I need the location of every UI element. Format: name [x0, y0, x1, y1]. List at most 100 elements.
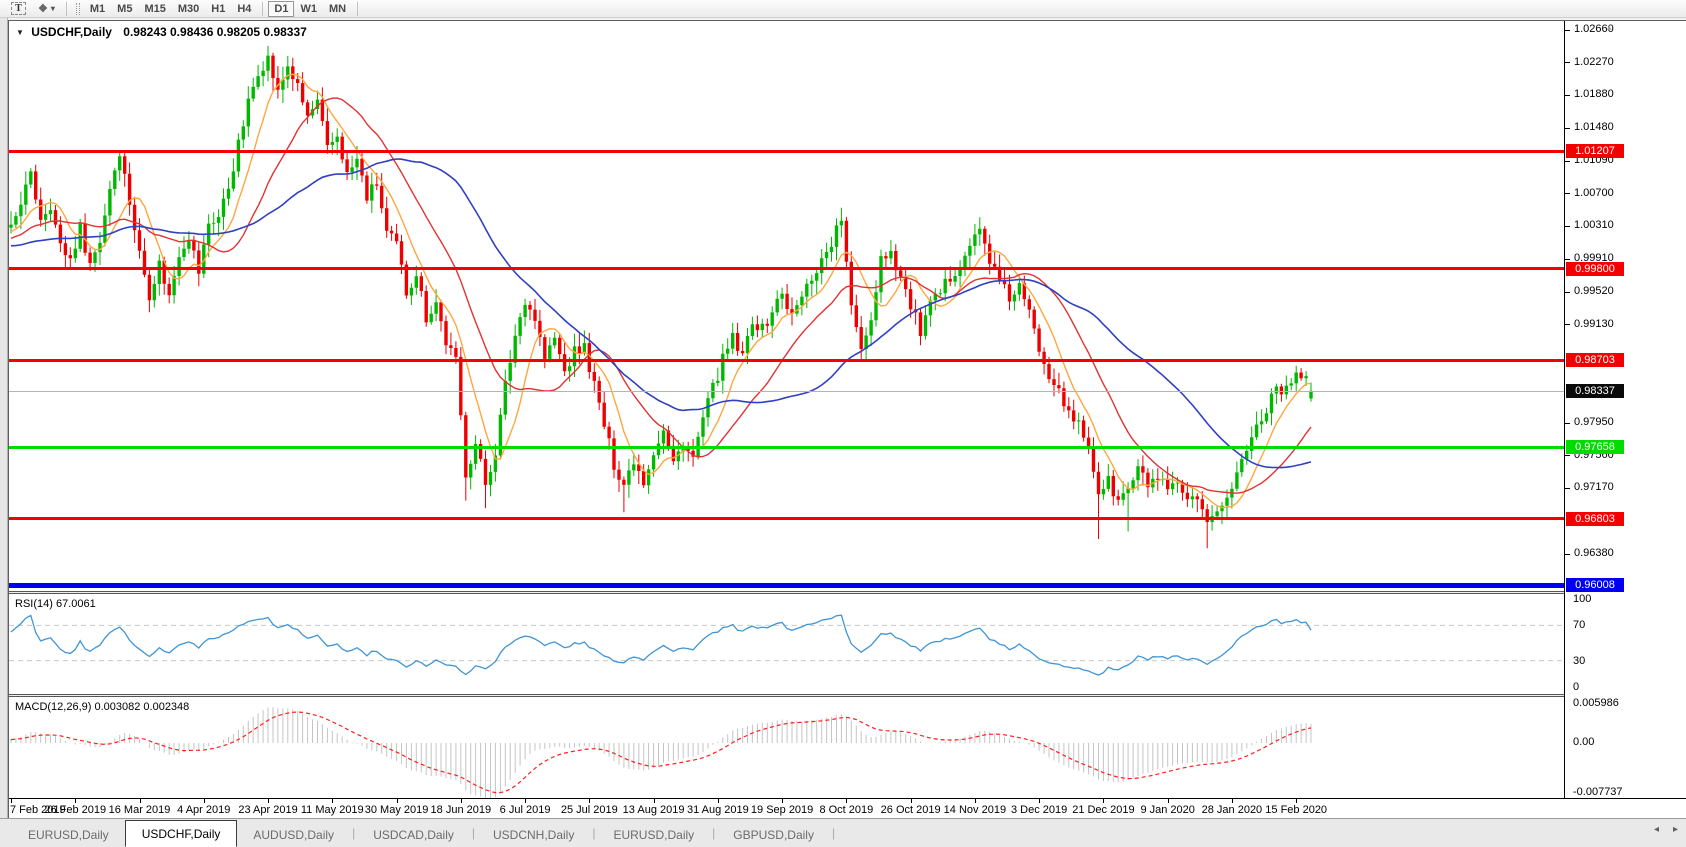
chart-tab-usdcnh-4[interactable]: USDCNH,Daily	[493, 827, 575, 842]
top-toolbar: T ❖ ▾ M1 M5 M15 M30 H1 H4 D1 W1 MN	[0, 0, 1686, 18]
date-axis[interactable]: 7 Feb 2019 26 Feb 2019 16 Mar 2019 4 Apr 20…	[9, 798, 1686, 819]
date-tick-mark	[653, 799, 655, 803]
price-tick-mark	[1565, 62, 1570, 64]
text-tool-icon: T	[11, 2, 26, 15]
date-tick-label: 23 Apr 2019	[238, 804, 298, 816]
date-tick-mark	[1231, 799, 1233, 803]
price-tick-mark	[1565, 94, 1570, 96]
ma-fast-line	[10, 73, 1312, 509]
bear-candle-wicks	[35, 52, 1302, 549]
macd-subwindow-canvas[interactable]	[9, 697, 1564, 798]
date-tick-label: 21 Dec 2019	[1072, 804, 1135, 816]
horizontal-line-object[interactable]	[9, 267, 1564, 271]
timeframe-button-h4[interactable]: H4	[231, 1, 257, 17]
date-tick-label: 7 Feb 2019	[10, 804, 66, 816]
chart-tab-eurusd-5[interactable]: EURUSD,Daily	[613, 827, 695, 842]
timeframe-button-mn[interactable]: MN	[323, 1, 352, 17]
date-tick-mark	[846, 799, 848, 803]
date-tick-label: 31 Aug 2019	[686, 804, 749, 816]
ma-slow-line	[10, 158, 1312, 469]
price-tick-label: 0.99130	[1574, 317, 1614, 330]
timeframe-button-m15[interactable]: M15	[138, 1, 171, 17]
date-tick-mark	[910, 799, 912, 803]
current-price-line	[9, 390, 1564, 392]
date-tick-mark	[1039, 799, 1041, 803]
date-tick-label: 14 Nov 2019	[943, 804, 1007, 816]
date-tick-mark	[1167, 799, 1169, 803]
price-tick-mark	[1565, 553, 1570, 555]
rsi-subwindow-canvas[interactable]	[9, 594, 1564, 694]
tab-separator: |	[352, 826, 356, 840]
tab-separator: |	[831, 826, 836, 840]
price-tick-mark	[1565, 160, 1570, 162]
rsi-axis-label: 0	[1573, 681, 1580, 693]
timeframe-button-m1[interactable]: M1	[84, 1, 111, 17]
chart-tab-eurusd-0[interactable]: EURUSD,Daily	[28, 827, 109, 842]
text-tool-button[interactable]: T	[5, 1, 32, 17]
price-tick-label: 0.99520	[1574, 285, 1614, 298]
timeframe-button-d1[interactable]: D1	[268, 0, 295, 17]
horizontal-line-object[interactable]	[9, 517, 1564, 521]
timeframe-button-h1[interactable]: H1	[205, 1, 231, 17]
date-tick-mark	[717, 799, 719, 803]
price-tick-label: 1.01480	[1574, 121, 1614, 134]
chart-tab-gbpusd-6[interactable]: GBPUSD,Daily	[733, 827, 814, 842]
price-tick-label: 1.02270	[1574, 55, 1614, 68]
horizontal-line-object[interactable]	[9, 358, 1564, 362]
macd-svg[interactable]	[9, 697, 1564, 798]
price-scale[interactable]: 1.02660 1.02270 1.01880 1.01480 1.01090 1.007…	[1564, 21, 1686, 798]
chart-tab-audusd-2[interactable]: AUDUSD,Daily	[253, 827, 335, 842]
price-tick-mark	[1565, 455, 1570, 457]
indicator-style-button[interactable]: ❖ ▾	[32, 1, 61, 17]
indicator-diamond-icon: ❖	[38, 3, 48, 15]
date-tick-label: 25 Jul 2019	[560, 804, 618, 816]
window-left-gutter	[0, 18, 8, 818]
chart-symbol-label: USDCHF,Daily	[31, 25, 112, 39]
date-tick-label: 11 May 2019	[300, 804, 364, 816]
horizontal-line-object[interactable]	[9, 582, 1564, 588]
date-tick-mark	[525, 799, 527, 803]
chart-tab-bar: EURUSD,Daily USDCHF,Daily AUDUSD,Daily | USD…	[0, 818, 1686, 847]
price-tick-label: 1.02660	[1574, 23, 1614, 35]
date-tick-mark	[460, 799, 462, 803]
hline-price-label: 0.96803	[1566, 511, 1624, 526]
rsi-line	[10, 614, 1312, 676]
chart-tab-usdcad-3[interactable]: USDCAD,Daily	[373, 827, 454, 842]
panel-splitter[interactable]	[9, 591, 1686, 594]
panel-splitter[interactable]	[9, 694, 1686, 697]
horizontal-line-object[interactable]	[9, 445, 1564, 449]
macd-axis-label: -0.007737	[1573, 786, 1623, 799]
date-tick-mark	[203, 799, 205, 803]
main-chart-svg[interactable]	[9, 22, 1564, 591]
price-tick-mark	[1565, 258, 1570, 260]
date-tick-label: 3 Dec 2019	[1011, 804, 1068, 816]
timeframe-button-m30[interactable]: M30	[172, 1, 205, 17]
horizontal-line-object[interactable]	[9, 149, 1564, 153]
main-chart-canvas[interactable]	[9, 22, 1564, 591]
chart-tab-usdchf-1[interactable]: USDCHF,Daily	[124, 820, 238, 847]
timeframe-button-m5[interactable]: M5	[111, 1, 138, 17]
rsi-svg[interactable]	[9, 594, 1564, 694]
chart-shift-marker-icon[interactable]: ▴	[1607, 22, 1612, 32]
hline-price-label: 1.01207	[1566, 144, 1624, 159]
timeframe-button-w1[interactable]: W1	[294, 1, 323, 17]
tab-scroll-right-icon[interactable]: ▸	[1672, 824, 1678, 835]
chart-title: ▼ USDCHF,Daily 0.98243 0.98436 0.98205 0…	[16, 25, 307, 39]
hline-price-label: 0.97658	[1566, 440, 1624, 455]
date-tick-label: 13 Aug 2019	[622, 804, 685, 816]
macd-axis-label: 0.00	[1573, 736, 1595, 748]
timeframe-button-group: M1 M5 M15 M30 H1 H4 D1 W1 MN	[84, 0, 363, 17]
date-tick-label: 9 Jan 2020	[1140, 804, 1195, 816]
rsi-axis-label: 70	[1573, 619, 1586, 632]
price-tick-mark	[1565, 127, 1570, 129]
toolbar-grip[interactable]	[75, 2, 80, 15]
chevron-down-icon: ▾	[50, 4, 55, 13]
price-tick-mark	[1565, 193, 1570, 195]
symbol-dropdown-icon[interactable]: ▼	[16, 28, 24, 37]
tab-scroll-left-icon[interactable]: ◂	[1653, 824, 1659, 835]
rsi-axis-label: 30	[1573, 654, 1586, 667]
current-price-label: 0.98337	[1566, 383, 1624, 398]
tab-scroll-arrows: ◂ ▸	[1654, 824, 1678, 835]
price-tick-mark	[1565, 487, 1570, 489]
